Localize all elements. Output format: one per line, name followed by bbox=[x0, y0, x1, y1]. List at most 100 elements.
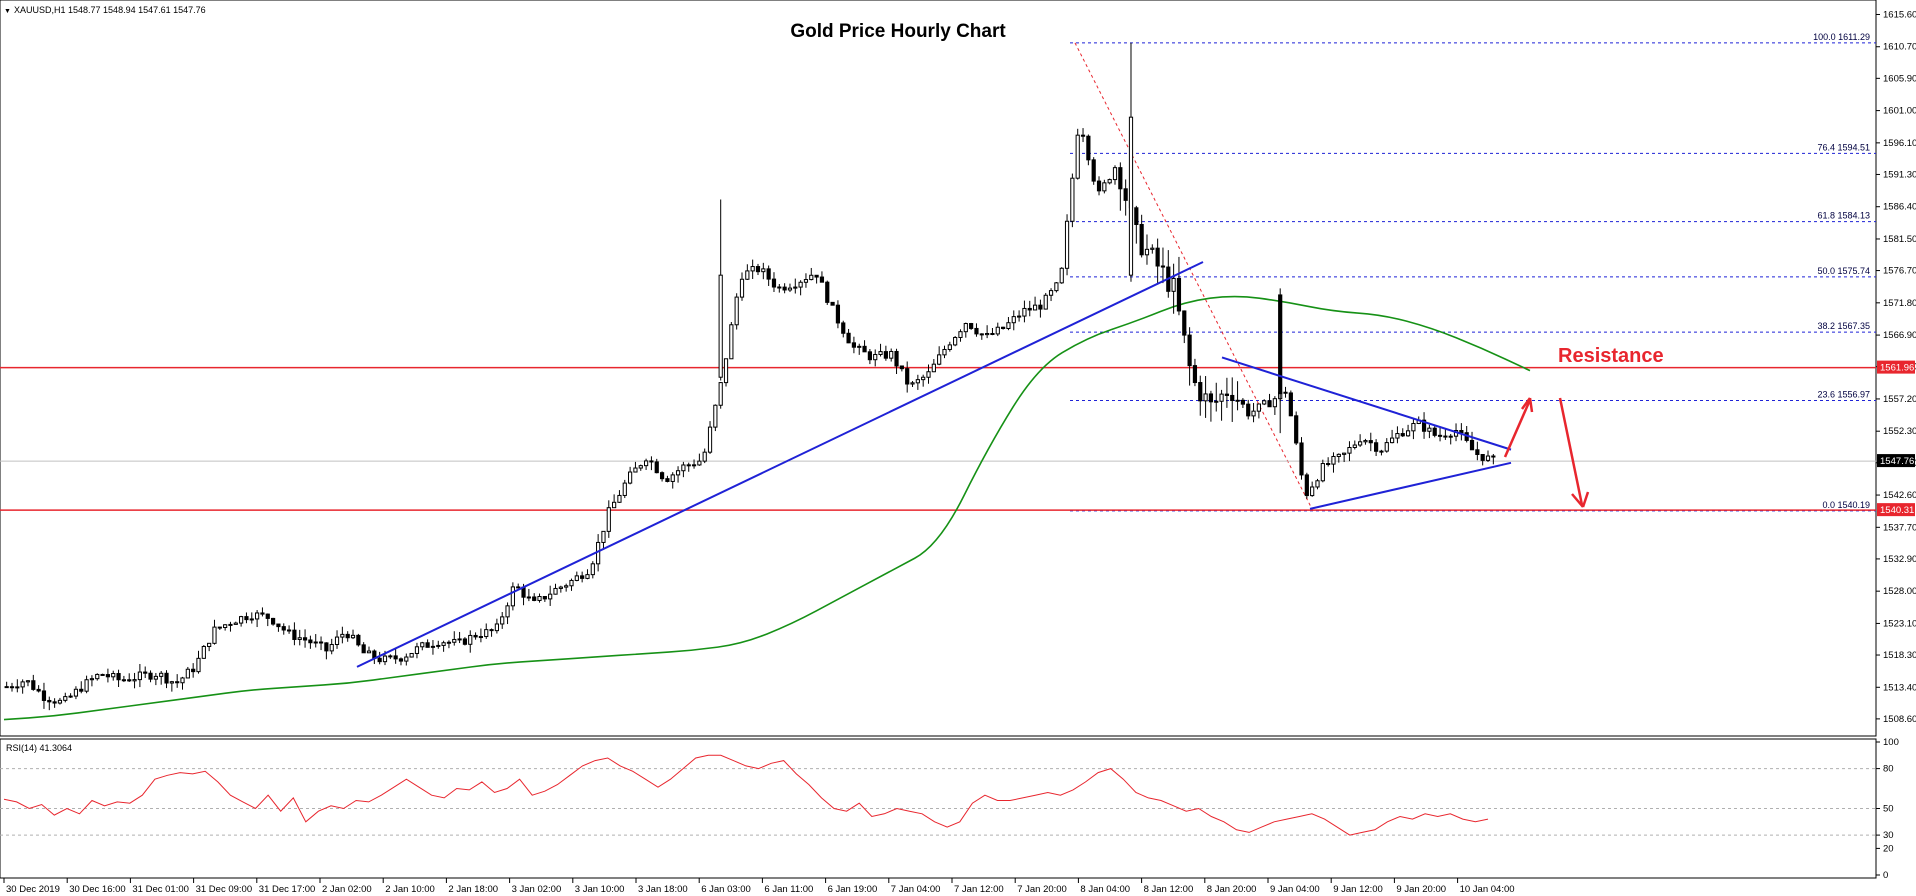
candle-body bbox=[265, 613, 270, 619]
candle-body bbox=[1246, 403, 1251, 417]
rsi-pane[interactable]: RSI(14) 41.3064 bbox=[0, 738, 1877, 879]
candle-body bbox=[1107, 179, 1112, 184]
candle-body bbox=[89, 678, 95, 681]
candle-body bbox=[1016, 315, 1022, 318]
candle-body bbox=[681, 464, 686, 472]
trendline bbox=[356, 261, 1204, 668]
candle-body bbox=[1214, 400, 1219, 403]
fib-level-label: 50.0 1575.74 bbox=[1817, 266, 1870, 276]
candle-body bbox=[953, 336, 958, 346]
candle-body bbox=[143, 671, 148, 674]
candle-body bbox=[9, 686, 15, 689]
candle-body bbox=[1384, 442, 1389, 452]
candle-body bbox=[750, 266, 755, 272]
horizontal-lines[interactable] bbox=[0, 366, 1876, 511]
candle-body bbox=[4, 686, 9, 689]
fib-level-label: 0.0 1540.19 bbox=[1822, 500, 1870, 510]
candle-body bbox=[25, 680, 31, 683]
candle-body bbox=[148, 672, 153, 680]
up-arrow-shaft bbox=[1503, 399, 1532, 458]
candle-body bbox=[606, 507, 611, 532]
candle-body bbox=[1118, 167, 1123, 190]
candle-body bbox=[239, 616, 244, 624]
candle-body bbox=[1320, 463, 1325, 482]
time-tick-label: 6 Jan 11:00 bbox=[764, 884, 813, 895]
candle-body bbox=[478, 636, 484, 639]
candle-body bbox=[63, 696, 68, 701]
candle-body bbox=[659, 472, 665, 480]
price-tick-label: 1513.40 bbox=[1883, 682, 1916, 693]
rsi-tick-label: 80 bbox=[1883, 764, 1894, 775]
candle-body bbox=[1022, 307, 1027, 317]
candle-body bbox=[159, 672, 164, 677]
down-arrow-shaft bbox=[1558, 397, 1584, 506]
candle-body bbox=[1427, 427, 1432, 432]
candle-body bbox=[1070, 177, 1075, 222]
candle-body bbox=[899, 365, 904, 370]
candle-body bbox=[548, 593, 553, 600]
price-tick-label: 1518.30 bbox=[1883, 650, 1916, 661]
candle-body bbox=[686, 464, 691, 467]
candle-body bbox=[393, 655, 398, 660]
time-tick-label: 2 Jan 10:00 bbox=[385, 884, 435, 895]
candle-body bbox=[41, 690, 47, 701]
candle-body bbox=[889, 350, 894, 359]
candle-body bbox=[1048, 290, 1054, 296]
candle-body bbox=[1182, 310, 1187, 336]
candle-body bbox=[1278, 294, 1283, 395]
time-tick-label: 30 Dec 16:00 bbox=[69, 884, 126, 895]
candle-body bbox=[777, 286, 782, 289]
candle-body bbox=[931, 363, 936, 373]
time-tick-label: 3 Jan 18:00 bbox=[638, 884, 688, 895]
candle-body bbox=[723, 358, 729, 384]
collapse-marker-icon[interactable]: ▼ bbox=[4, 8, 11, 15]
trendlines[interactable] bbox=[356, 261, 1512, 668]
candle-body bbox=[31, 680, 36, 690]
candle-body bbox=[345, 633, 350, 639]
candle-body bbox=[57, 699, 63, 704]
fibonacci-retracement[interactable]: 100.0 1611.29 76.4 1594.51 61.8 1584.13 50.… bbox=[1070, 32, 1876, 512]
candle-body bbox=[947, 344, 952, 350]
candle-body bbox=[633, 467, 638, 473]
candle-body bbox=[638, 465, 643, 469]
candlesticks bbox=[4, 42, 1496, 711]
candle-body bbox=[1443, 435, 1448, 438]
time-tick-label: 30 Dec 2019 bbox=[6, 884, 60, 895]
candle-body bbox=[553, 587, 558, 595]
candle-body bbox=[260, 612, 265, 615]
price-tick-label: 1508.60 bbox=[1883, 714, 1916, 725]
chart-title: Gold Price Hourly Chart bbox=[790, 21, 1006, 42]
candle-body bbox=[1432, 427, 1437, 436]
candle-body bbox=[1347, 447, 1352, 454]
candle-body bbox=[1054, 282, 1059, 292]
candle-body bbox=[334, 636, 340, 646]
candle-body bbox=[500, 616, 505, 625]
candle-body bbox=[223, 624, 228, 629]
time-axis[interactable]: 30 Dec 2019 30 Dec 16:00 31 Dec 01:00 31 De… bbox=[3, 878, 1515, 895]
candle-body bbox=[207, 642, 212, 647]
candle-body bbox=[969, 323, 974, 329]
time-tick-label: 7 Jan 20:00 bbox=[1017, 884, 1067, 895]
price-tick-label: 1566.90 bbox=[1883, 330, 1916, 341]
price-tick-label: 1532.90 bbox=[1883, 554, 1916, 565]
candle-body bbox=[713, 404, 718, 428]
candle-body bbox=[862, 345, 867, 353]
candle-body bbox=[590, 563, 595, 576]
candle-body bbox=[1128, 116, 1134, 276]
candle-body bbox=[1389, 437, 1395, 444]
candle-body bbox=[526, 596, 531, 599]
candle-body bbox=[739, 278, 745, 298]
candle-body bbox=[516, 586, 521, 589]
candle-body bbox=[612, 501, 617, 509]
candle-body bbox=[814, 274, 819, 278]
candle-body bbox=[1374, 442, 1379, 452]
price-axis[interactable]: 1615.60 1610.70 1605.90 1601.00 1596.10 1591.… bbox=[1876, 9, 1916, 725]
candle-body bbox=[643, 460, 649, 467]
candle-body bbox=[494, 623, 499, 632]
candle-body bbox=[68, 695, 73, 698]
direction-arrows bbox=[1503, 397, 1590, 508]
candle-body bbox=[707, 426, 713, 453]
price-pane[interactable]: 100.0 1611.29 76.4 1594.51 61.8 1584.13 50.… bbox=[0, 0, 1877, 737]
trendline bbox=[1309, 461, 1512, 510]
candle-body bbox=[649, 460, 654, 463]
